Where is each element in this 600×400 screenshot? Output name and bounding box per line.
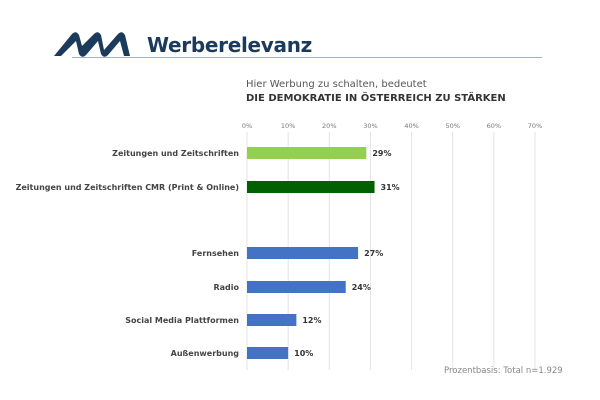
data-label: 10% [294,349,313,358]
chart-title: DIE DEMOKRATIE IN ÖSTERREICH ZU STÄRKEN [246,93,506,104]
x-tick-label: 10% [281,122,295,130]
category-label: Zeitungen und Zeitschriften [112,149,239,158]
category-label: Social Media Plattformen [125,316,239,325]
bar [247,347,289,359]
x-tick-label: 60% [487,122,501,130]
data-label: 27% [364,249,383,258]
category-label: Zeitungen und Zeitschriften CMR (Print &… [16,183,239,192]
data-label: 12% [302,316,321,325]
bar [247,314,297,326]
ma-logo-icon [54,32,130,57]
bar [247,281,346,293]
x-tick-label: 70% [528,122,542,130]
header-divider [72,57,542,58]
category-label: Fernsehen [192,249,240,258]
x-tick-label: 20% [322,122,336,130]
data-label: 31% [381,183,400,192]
bar [247,181,375,193]
bar [247,247,359,259]
data-label: 29% [372,149,391,158]
category-label: Radio [213,283,239,292]
x-tick-label: 0% [242,122,252,130]
bar [247,147,367,159]
category-label: Außenwerbung [171,349,240,358]
footnote: Prozentbasis: Total n=1.929 [444,366,563,376]
x-tick-label: 50% [445,122,459,130]
x-tick-label: 30% [363,122,377,130]
data-label: 24% [352,283,371,292]
chart-subtitle: Hier Werbung zu schalten, bedeutet [246,79,427,90]
x-tick-label: 40% [404,122,418,130]
brand-title: Werberelevanz [147,33,313,57]
